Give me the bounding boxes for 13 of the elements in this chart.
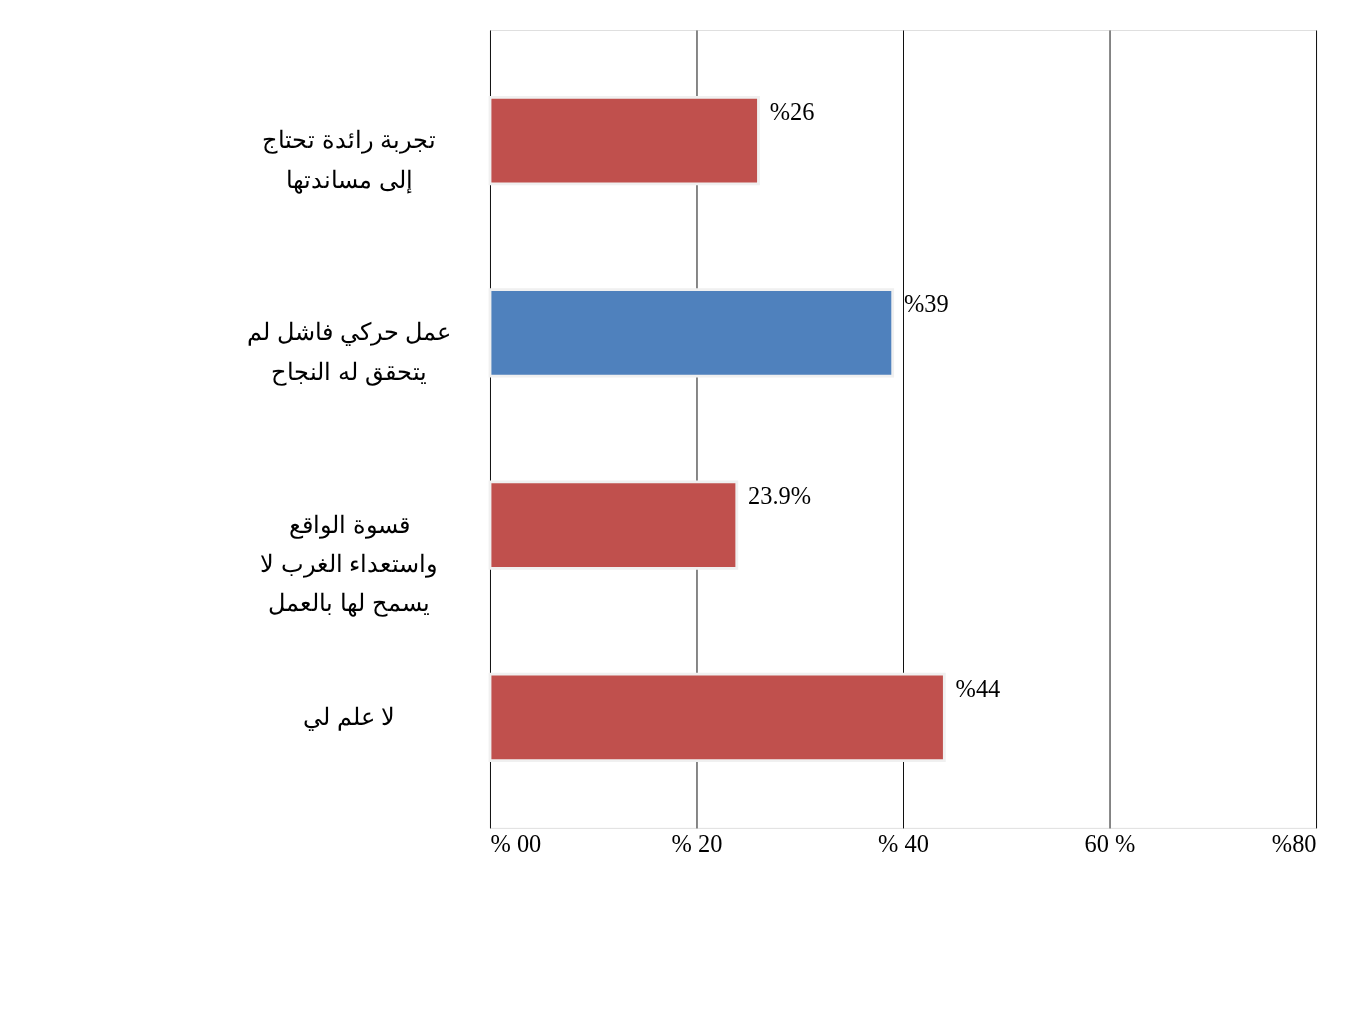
y-tick-label: لا علم لي (302, 702, 396, 731)
x-tick-label: 60 % (1084, 829, 1136, 857)
x-tick-label: %80 (1271, 829, 1317, 857)
data-label: %44 (955, 674, 1001, 702)
x-tick-label: % 20 (671, 829, 723, 857)
data-label: %39 (903, 290, 949, 318)
x-tick-label: % 40 (878, 829, 929, 857)
y-tick-label: عمل حركي فاشل لم يتحقق له النجاح (247, 318, 452, 386)
data-label: 23.9% (748, 482, 812, 510)
x-tick-label: % 00 (490, 829, 542, 857)
data-label: %26 (769, 97, 815, 125)
y-tick-label: تجربة رائدة تحتاج إلى مساندتها (261, 126, 437, 194)
y-tick-label: قسوة الواقع واستعداء الغرب لا يسمح لها بالعمل (259, 510, 439, 618)
